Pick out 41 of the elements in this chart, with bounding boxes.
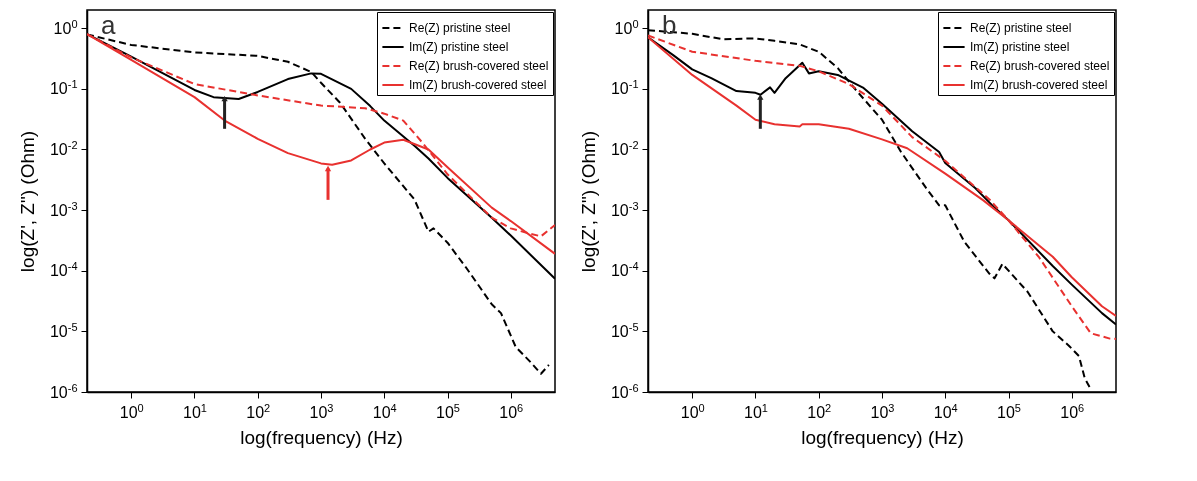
legend-label: Re(Z) pristine steel — [970, 21, 1072, 35]
y-tick-label: 10$^{-1}$ — [49, 78, 78, 98]
y-tick-label: 10$^{-1}$ — [610, 78, 639, 98]
x-tick-label: 10$^{2}$ — [246, 401, 271, 421]
y-tick-label: 10$^{0}$ — [53, 17, 78, 37]
legend-label: Im(Z) brush-covered steel — [409, 78, 547, 92]
legend-label: Im(Z) pristine steel — [970, 40, 1070, 54]
x-tick-label: 10$^{1}$ — [744, 401, 768, 421]
y-tick-label: 10$^{-6}$ — [49, 381, 78, 401]
x-tick-label: 10$^{5}$ — [997, 401, 1021, 421]
x-tick-label: 10$^{5}$ — [436, 401, 460, 421]
x-tick-label: 10$^{2}$ — [807, 401, 832, 421]
y-tick-label: 10$^{0}$ — [614, 17, 639, 37]
x-tick-label: 10$^{3}$ — [870, 401, 895, 421]
x-tick-label: 10$^{4}$ — [933, 401, 958, 421]
x-tick-label: 10$^{1}$ — [183, 401, 207, 421]
legend-label: Im(Z) brush-covered steel — [970, 78, 1108, 92]
legend-label: Im(Z) pristine steel — [409, 40, 509, 54]
x-tick-label: 10$^{6}$ — [499, 401, 524, 421]
x-tick-label: 10$^{3}$ — [309, 401, 334, 421]
x-tick-label: 10$^{0}$ — [119, 401, 144, 421]
x-axis-title: log(frequency) (Hz) — [240, 426, 403, 448]
legend-label: Re(Z) brush-covered steel — [409, 59, 549, 73]
y-tick-label: 10$^{-4}$ — [610, 260, 639, 280]
y-tick-label: 10$^{-3}$ — [49, 199, 78, 219]
x-tick-label: 10$^{4}$ — [372, 401, 397, 421]
y-tick-label: 10$^{-5}$ — [49, 320, 78, 340]
y-tick-label: 10$^{-5}$ — [610, 320, 639, 340]
y-tick-label: 10$^{-6}$ — [610, 381, 639, 401]
y-axis-title: log(Z', Z") (Ohm) — [16, 130, 38, 273]
y-tick-label: 10$^{-3}$ — [610, 199, 639, 219]
annotation: a — [101, 10, 116, 40]
y-tick-label: 10$^{-4}$ — [49, 260, 78, 280]
x-axis-title: log(frequency) (Hz) — [801, 426, 964, 448]
y-tick-label: 10$^{-2}$ — [49, 139, 78, 158]
x-tick-label: 10$^{0}$ — [680, 401, 705, 421]
legend-label: Re(Z) brush-covered steel — [970, 59, 1110, 73]
y-tick-label: 10$^{-2}$ — [610, 139, 639, 158]
legend-label: Re(Z) pristine steel — [409, 21, 511, 35]
x-tick-label: 10$^{6}$ — [1060, 401, 1085, 421]
y-axis-title: log(Z', Z") (Ohm) — [577, 130, 599, 273]
